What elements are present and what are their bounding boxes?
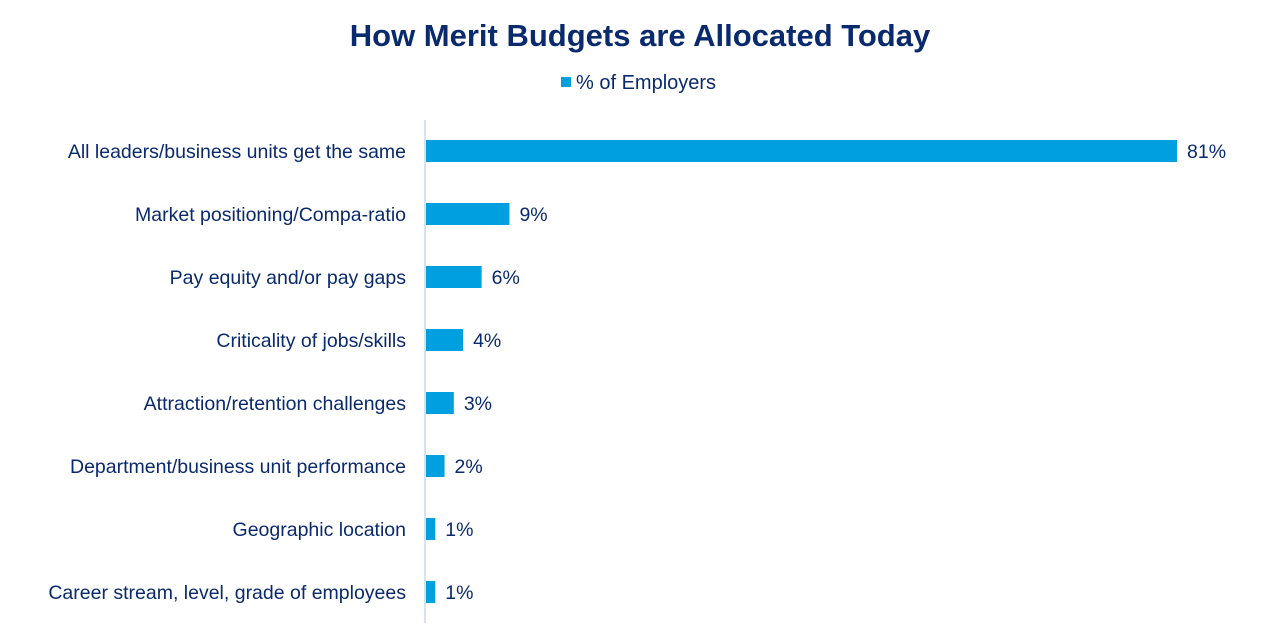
bar [426, 266, 482, 288]
category-label: Geographic location [233, 519, 406, 541]
data-label: 4% [473, 330, 501, 352]
data-label: 1% [445, 582, 473, 604]
category-label: Market positioning/Compa-ratio [135, 204, 406, 226]
bar [426, 518, 436, 540]
bar [426, 392, 454, 414]
category-label: Pay equity and/or pay gaps [170, 267, 407, 289]
bar [426, 140, 1177, 162]
legend-label: % of Employers [576, 72, 716, 94]
category-label: Criticality of jobs/skills [216, 330, 406, 352]
category-label: All leaders/business units get the same [68, 141, 406, 163]
category-label: Career stream, level, grade of employees [48, 582, 406, 604]
category-label: Attraction/retention challenges [144, 393, 407, 415]
data-label: 6% [492, 267, 520, 289]
data-label: 81% [1187, 141, 1226, 163]
bar [426, 203, 510, 225]
data-label: 9% [519, 204, 547, 226]
chart-title: How Merit Budgets are Allocated Today [350, 18, 931, 53]
data-label: 2% [455, 456, 483, 478]
category-label: Department/business unit performance [70, 456, 406, 478]
data-label: 3% [464, 393, 492, 415]
bar [426, 581, 436, 603]
legend-swatch [561, 77, 571, 87]
bar [426, 455, 445, 477]
legend: % of Employers [561, 72, 716, 94]
data-label: 1% [445, 519, 473, 541]
bar [426, 329, 464, 351]
